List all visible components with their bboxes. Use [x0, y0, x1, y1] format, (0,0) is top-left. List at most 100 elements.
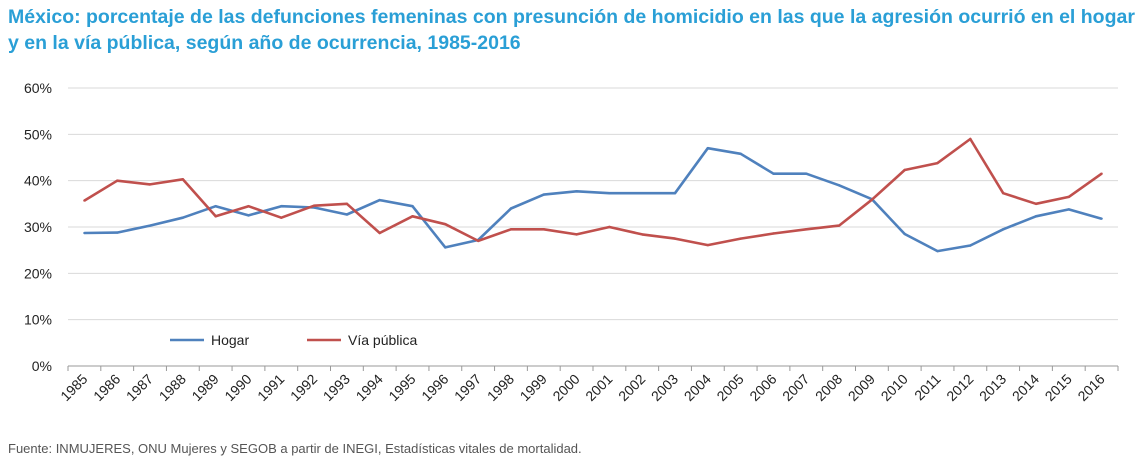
data-point	[805, 172, 808, 175]
data-point	[214, 215, 217, 218]
data-point	[641, 191, 644, 195]
x-tick-label: 2004	[681, 371, 714, 404]
x-tick-label: 2015	[1042, 371, 1075, 404]
x-tick-label: 2009	[845, 371, 878, 404]
legend-label: Hogar	[211, 332, 249, 348]
data-point	[673, 237, 677, 240]
x-tick-label: 1992	[287, 371, 320, 404]
x-tick-label: 1985	[57, 371, 90, 404]
x-tick-label: 2005	[713, 371, 746, 404]
data-point	[739, 237, 742, 240]
x-tick-label: 1998	[484, 371, 517, 404]
data-point	[1100, 217, 1103, 220]
data-point	[116, 179, 119, 182]
data-point	[673, 191, 677, 195]
data-point	[345, 213, 349, 216]
y-tick-label: 60%	[24, 80, 52, 96]
data-point	[542, 228, 545, 231]
data-point	[1034, 215, 1038, 218]
x-tick-label: 2007	[779, 371, 812, 404]
series-lines	[83, 137, 1103, 253]
data-point	[969, 244, 972, 247]
y-tick-label: 20%	[24, 265, 52, 281]
x-axis-ticks: 1985 1986 1987 1988 1989 1990 1991 1992 1993 1994…	[57, 366, 1119, 404]
x-tick-label: 1988	[156, 371, 189, 404]
data-point	[280, 216, 283, 219]
x-tick-label: 2010	[877, 371, 910, 404]
x-tick-label: 1989	[188, 371, 221, 404]
data-point	[247, 204, 250, 208]
data-point	[378, 231, 381, 235]
chart-title: México: porcentaje de las defunciones fe…	[8, 6, 1135, 54]
series-line-vía-pública	[83, 137, 1103, 247]
x-tick-label: 2001	[582, 371, 615, 404]
x-tick-label: 2006	[746, 371, 779, 404]
data-point	[444, 246, 447, 249]
x-tick-label: 1987	[123, 371, 156, 404]
data-point	[641, 233, 644, 236]
legend-label: Vía pública	[348, 332, 417, 348]
legend: Hogar Vía pública	[170, 332, 417, 348]
data-point	[83, 199, 86, 202]
data-point	[772, 232, 775, 235]
data-point	[608, 191, 611, 195]
x-tick-label: 1990	[221, 371, 254, 404]
data-point	[936, 249, 939, 253]
data-point	[969, 137, 972, 141]
data-point	[805, 228, 808, 231]
x-tick-label: 2016	[1074, 371, 1107, 404]
data-point	[903, 168, 906, 172]
source-note: Fuente: INMUJERES, ONU Mujeres y SEGOB a…	[8, 441, 582, 456]
data-point	[214, 204, 217, 208]
data-point	[903, 232, 906, 236]
data-point	[706, 147, 710, 150]
y-tick-label: 10%	[24, 312, 52, 328]
data-point	[83, 231, 86, 235]
data-point	[1067, 208, 1070, 211]
data-point	[739, 152, 742, 155]
data-point	[509, 207, 513, 210]
x-tick-label: 2013	[976, 371, 1009, 404]
x-tick-label: 2002	[615, 371, 648, 404]
data-point	[1034, 202, 1038, 206]
gridlines	[68, 87, 1118, 321]
data-point	[837, 224, 841, 227]
data-point	[1067, 195, 1070, 199]
x-tick-label: 2011	[911, 371, 944, 404]
x-tick-label: 2000	[549, 371, 582, 404]
data-point	[706, 243, 710, 247]
data-point	[1100, 172, 1103, 175]
x-tick-label: 1995	[385, 371, 418, 404]
data-point	[116, 231, 119, 234]
data-point	[936, 161, 939, 165]
y-tick-label: 50%	[24, 126, 52, 142]
y-tick-label: 0%	[32, 358, 52, 374]
data-point	[476, 239, 480, 243]
x-tick-label: 1997	[451, 371, 484, 404]
x-tick-label: 1991	[254, 371, 287, 404]
data-point	[509, 228, 513, 231]
y-tick-label: 30%	[24, 219, 52, 235]
data-point	[247, 214, 250, 217]
data-point	[575, 233, 578, 236]
y-tick-label: 40%	[24, 173, 52, 189]
data-point	[1001, 191, 1005, 195]
data-point	[345, 202, 349, 206]
x-tick-label: 2012	[943, 371, 976, 404]
data-point	[181, 216, 185, 219]
data-point	[1001, 228, 1005, 231]
data-point	[280, 204, 283, 208]
data-point	[542, 193, 545, 196]
x-tick-label: 1993	[320, 371, 353, 404]
data-point	[870, 198, 874, 201]
data-point	[575, 190, 578, 193]
data-point	[411, 215, 414, 218]
x-tick-label: 1999	[517, 371, 550, 404]
data-point	[608, 225, 611, 229]
data-point	[837, 184, 841, 187]
data-point	[378, 198, 381, 202]
series-line-hogar	[84, 146, 1102, 253]
x-tick-label: 2014	[1009, 371, 1042, 404]
data-point	[772, 172, 775, 175]
